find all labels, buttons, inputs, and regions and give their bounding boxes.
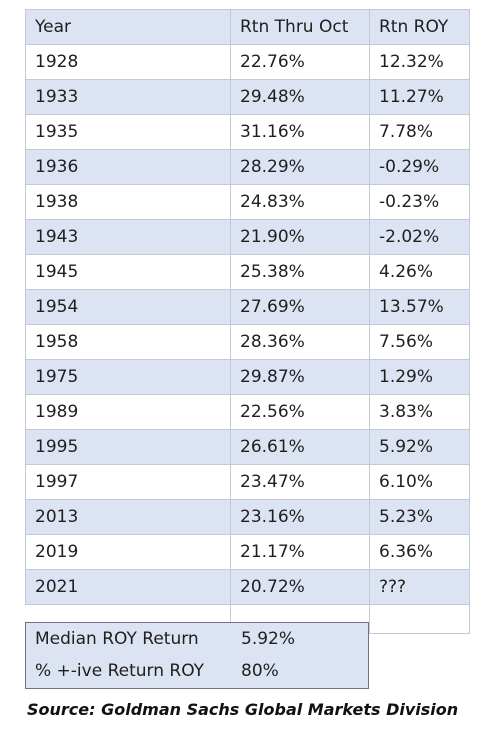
cell-rtn-thru-oct: 29.87%	[230, 359, 370, 395]
table-row: 1938 24.83% -0.23%	[25, 184, 470, 220]
cell-year: 1997	[25, 464, 231, 500]
cell-rtn-roy: 12.32%	[369, 44, 470, 80]
cell-year: 2013	[25, 499, 231, 535]
source-caption: Source: Goldman Sachs Global Markets Div…	[27, 700, 459, 719]
cell-rtn-roy: 6.10%	[369, 464, 470, 500]
table-row: 1928 22.76% 12.32%	[25, 44, 470, 80]
cell-rtn-roy: -2.02%	[369, 219, 470, 255]
cell-rtn-thru-oct: 23.16%	[230, 499, 370, 535]
cell-year: 1989	[25, 394, 231, 430]
cell-rtn-thru-oct: 22.76%	[230, 44, 370, 80]
median-roy-value: 5.92%	[241, 629, 296, 649]
cell-year: 1995	[25, 429, 231, 465]
cell-rtn-roy: 4.26%	[369, 254, 470, 290]
cell-rtn-roy: 13.57%	[369, 289, 470, 325]
table-row: 1935 31.16% 7.78%	[25, 114, 470, 150]
cell-rtn-roy: 7.56%	[369, 324, 470, 360]
cell-rtn-thru-oct: 20.72%	[230, 569, 370, 605]
cell-year: 1945	[25, 254, 231, 290]
table-row: 1933 29.48% 11.27%	[25, 79, 470, 115]
cell-rtn-thru-oct: 31.16%	[230, 114, 370, 150]
cell-year: 1933	[25, 79, 231, 115]
positive-roy-label: % +-ive Return ROY	[35, 661, 205, 681]
cell-rtn-roy: 3.83%	[369, 394, 470, 430]
header-rtn-roy: Rtn ROY	[369, 9, 470, 45]
cell-rtn-thru-oct: 25.38%	[230, 254, 370, 290]
cell-year: 1943	[25, 219, 231, 255]
median-roy-row: Median ROY Return 5.92%	[35, 629, 295, 649]
cell-rtn-thru-oct: 27.69%	[230, 289, 370, 325]
cell-rtn-roy: 11.27%	[369, 79, 470, 115]
cell-year: 2021	[25, 569, 231, 605]
cell-rtn-thru-oct: 24.83%	[230, 184, 370, 220]
table-row: 1943 21.90% -2.02%	[25, 219, 470, 255]
table-row: 2013 23.16% 5.23%	[25, 499, 470, 535]
cell-rtn-thru-oct: 28.36%	[230, 324, 370, 360]
table-row: 1997 23.47% 6.10%	[25, 464, 470, 500]
cell-rtn-thru-oct: 22.56%	[230, 394, 370, 430]
table-row: 1995 26.61% 5.92%	[25, 429, 470, 465]
table-row: 1958 28.36% 7.56%	[25, 324, 470, 360]
cell-year: 2019	[25, 534, 231, 570]
cell-year: 1936	[25, 149, 231, 185]
table-row: 1936 28.29% -0.29%	[25, 149, 470, 185]
cell-rtn-thru-oct: 21.17%	[230, 534, 370, 570]
header-row: Year Rtn Thru Oct Rtn ROY	[25, 9, 470, 45]
table-row: 1945 25.38% 4.26%	[25, 254, 470, 290]
cell-rtn-roy: 6.36%	[369, 534, 470, 570]
cell-year: 1954	[25, 289, 231, 325]
cell-rtn-thru-oct: 28.29%	[230, 149, 370, 185]
cell-year: 1935	[25, 114, 231, 150]
cell-year: 1938	[25, 184, 231, 220]
cell-rtn-roy: ???	[369, 569, 470, 605]
positive-roy-row: % +-ive Return ROY 80%	[35, 661, 279, 681]
median-roy-label: Median ROY Return	[35, 629, 199, 649]
cell-year: 1928	[25, 44, 231, 80]
cell-year: 1958	[25, 324, 231, 360]
table-row: 1989 22.56% 3.83%	[25, 394, 470, 430]
cell-rtn-roy: 7.78%	[369, 114, 470, 150]
cell-rtn-thru-oct: 21.90%	[230, 219, 370, 255]
cell-rtn-roy: 5.23%	[369, 499, 470, 535]
cell-rtn-roy: 5.92%	[369, 429, 470, 465]
cell-rtn-thru-oct: 23.47%	[230, 464, 370, 500]
summary-stats-box: Median ROY Return 5.92% % +-ive Return R…	[25, 622, 369, 689]
table-body: 1928 22.76% 12.32% 1933 29.48% 11.27% 1935 31.1…	[25, 44, 470, 634]
returns-table: Year Rtn Thru Oct Rtn ROY 1928 22.76% 12.3…	[25, 9, 470, 634]
table-row: 1954 27.69% 13.57%	[25, 289, 470, 325]
table-row: 1975 29.87% 1.29%	[25, 359, 470, 395]
cell-rtn-roy: 1.29%	[369, 359, 470, 395]
table-row: 2019 21.17% 6.36%	[25, 534, 470, 570]
empty-cell	[369, 604, 470, 634]
cell-rtn-roy: -0.29%	[369, 149, 470, 185]
cell-rtn-roy: -0.23%	[369, 184, 470, 220]
table-row: 2021 20.72%???	[25, 569, 470, 605]
cell-rtn-thru-oct: 26.61%	[230, 429, 370, 465]
positive-roy-value: 80%	[241, 661, 279, 681]
cell-rtn-thru-oct: 29.48%	[230, 79, 370, 115]
cell-year: 1975	[25, 359, 231, 395]
header-rtn-thru-oct: Rtn Thru Oct	[230, 9, 370, 45]
header-year: Year	[25, 9, 231, 45]
